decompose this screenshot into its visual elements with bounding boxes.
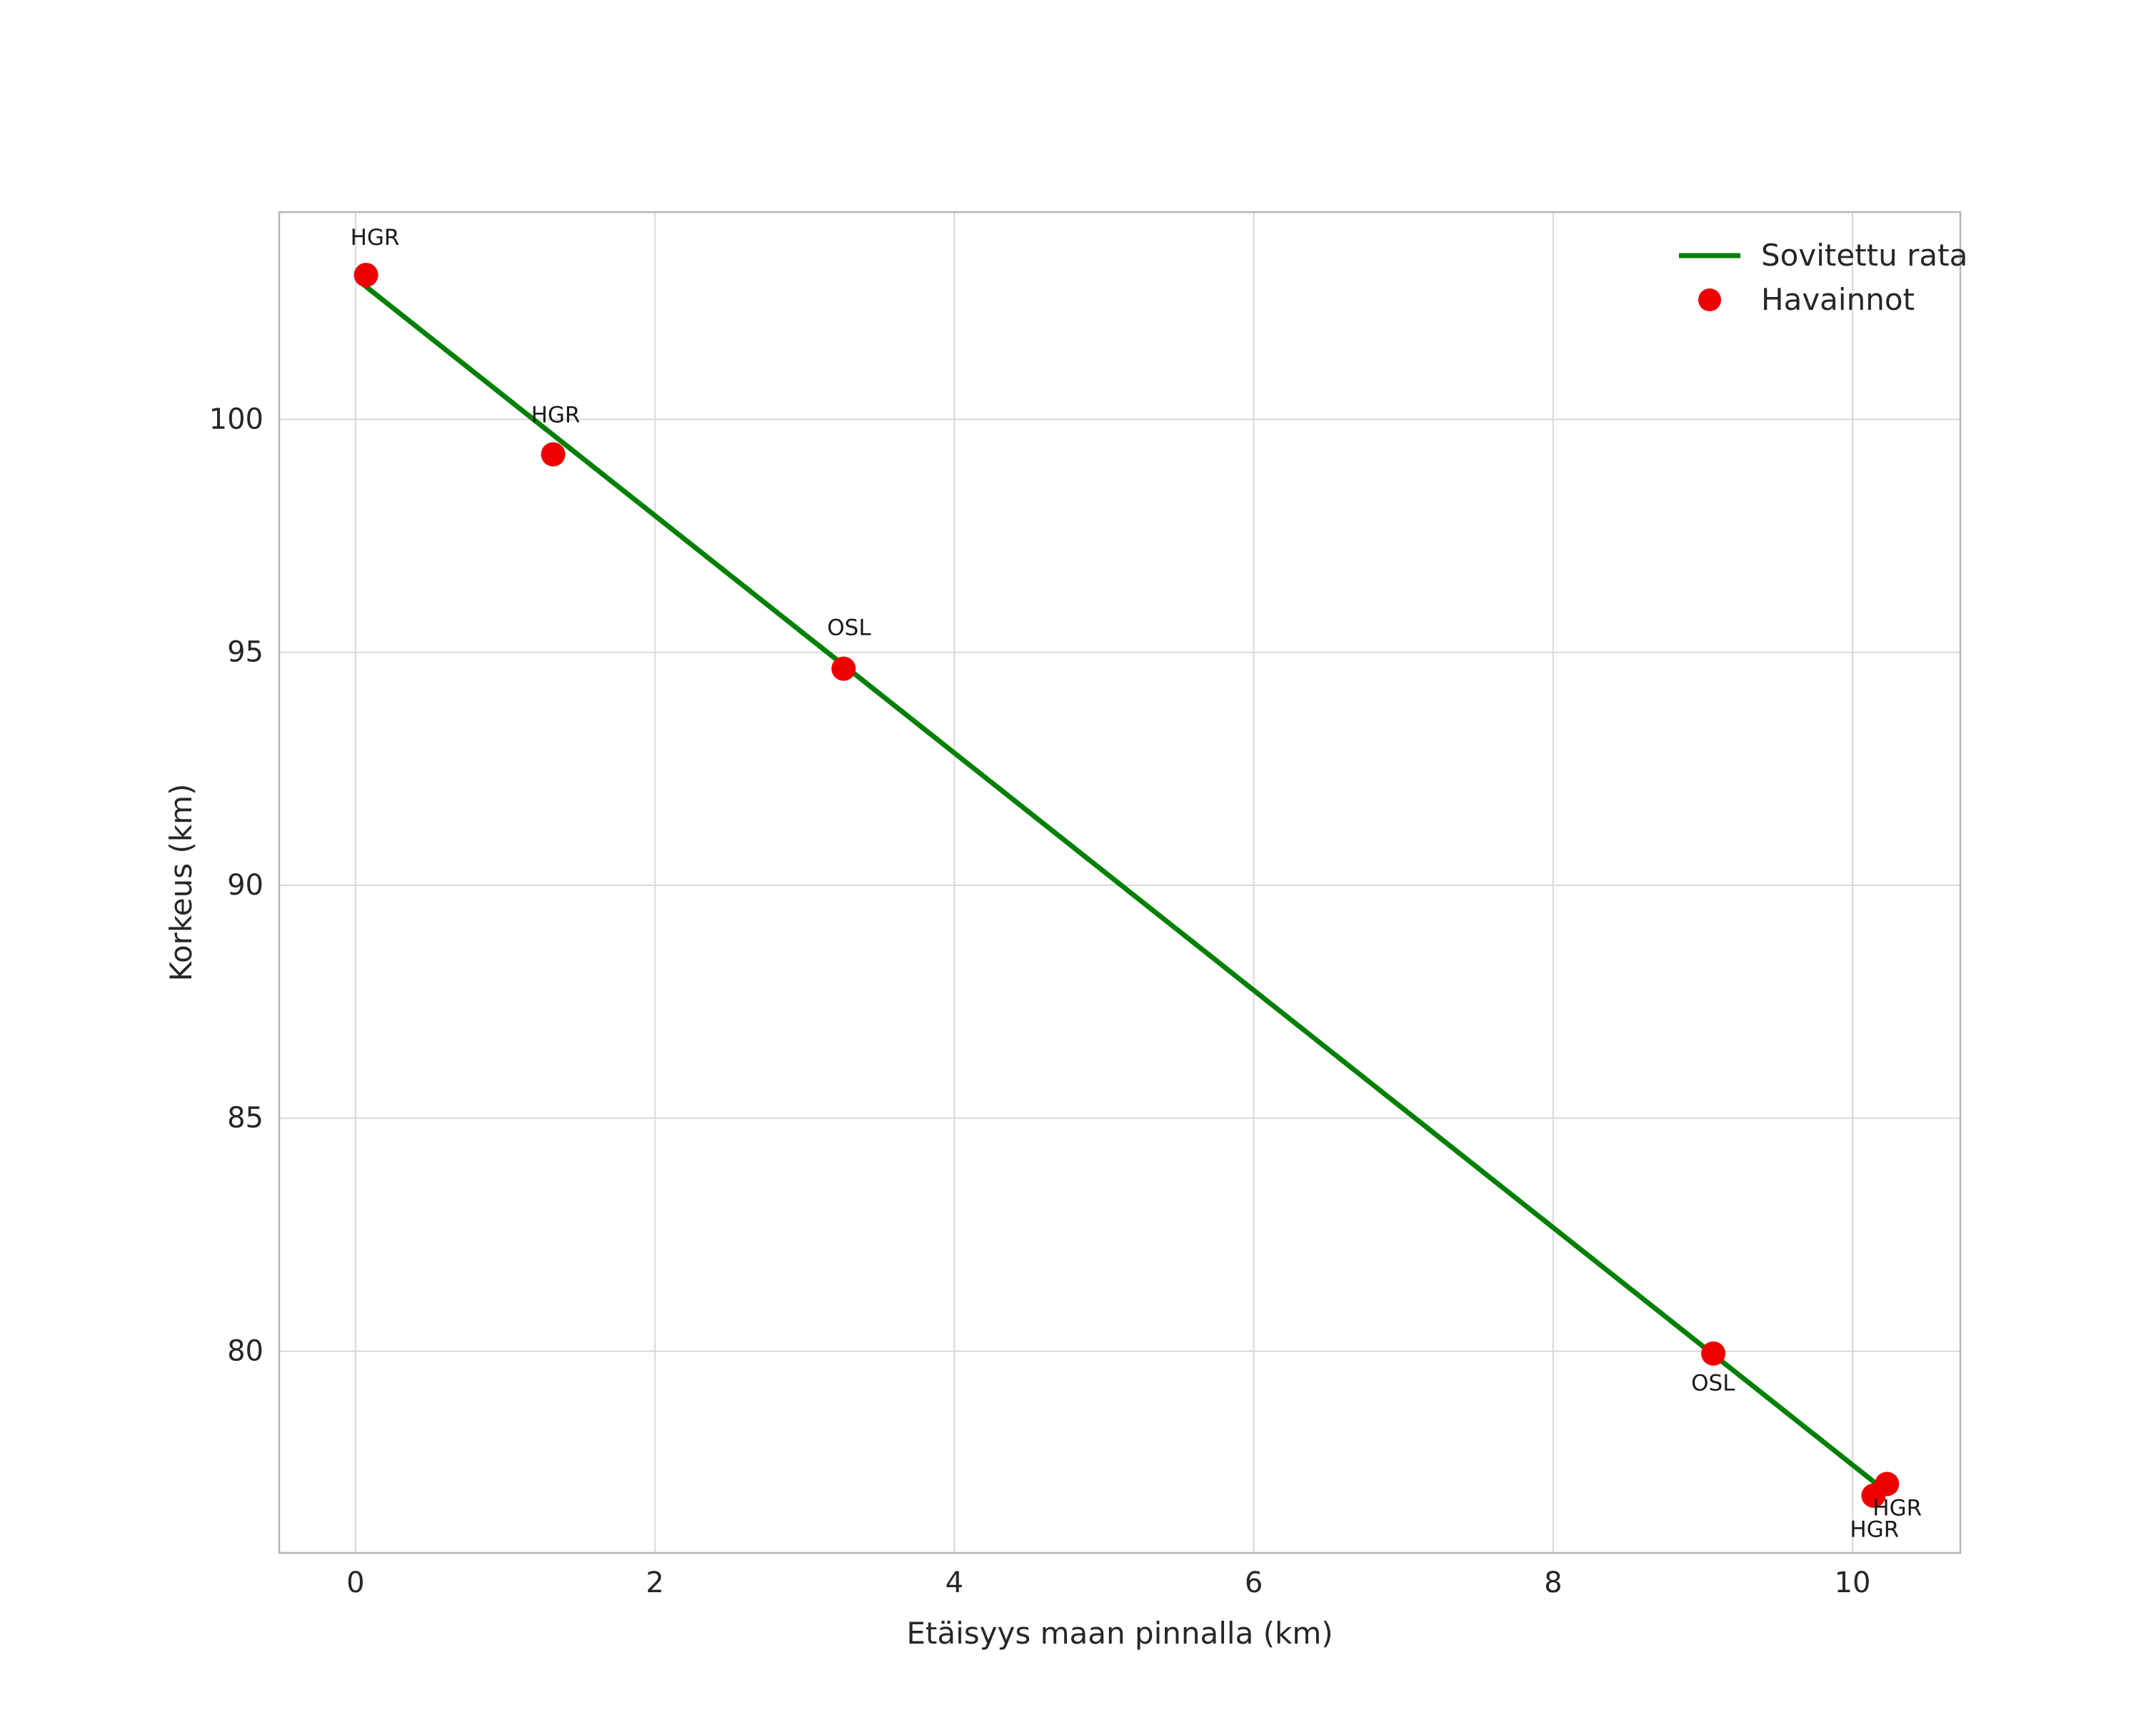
fitted-line: [360, 281, 1885, 1492]
legend: Sovitettu rata Havainnot: [1679, 238, 1967, 317]
legend-label-observations: Havainnot: [1761, 282, 1915, 317]
y-tick-label: 100: [209, 403, 264, 436]
x-tick-label: 2: [646, 1566, 663, 1599]
point-annotation: OSL: [827, 615, 871, 640]
plot-border: [278, 211, 1962, 1554]
data-point: [831, 656, 856, 681]
point-annotation: HGR: [1872, 1495, 1922, 1521]
point-annotation: HGR: [351, 225, 400, 251]
data-point: [1701, 1341, 1726, 1366]
x-tick-label: 10: [1835, 1566, 1871, 1599]
point-annotation: OSL: [1691, 1371, 1735, 1397]
data-point: [541, 442, 566, 467]
x-tick-label: 6: [1245, 1566, 1263, 1599]
point-annotation: HGR: [1850, 1517, 1899, 1543]
y-axis-label: Korkeus (km): [164, 784, 199, 982]
x-tick-label: 0: [346, 1566, 364, 1599]
x-tick-label: 4: [946, 1566, 963, 1599]
x-tick-label: 8: [1544, 1566, 1562, 1599]
y-tick-label: 80: [227, 1334, 264, 1367]
y-tick-label: 85: [227, 1102, 264, 1135]
y-tick-label: 90: [227, 869, 264, 902]
data-point: [354, 263, 378, 288]
y-tick-label: 95: [227, 636, 264, 669]
data-point: [1875, 1472, 1900, 1497]
point-annotation: HGR: [531, 402, 581, 428]
x-axis-label: Etäisyys maan pinnalla (km): [906, 1616, 1333, 1651]
legend-label-fitted-line: Sovitettu rata: [1761, 238, 1967, 273]
legend-point-sample: [1698, 288, 1721, 311]
